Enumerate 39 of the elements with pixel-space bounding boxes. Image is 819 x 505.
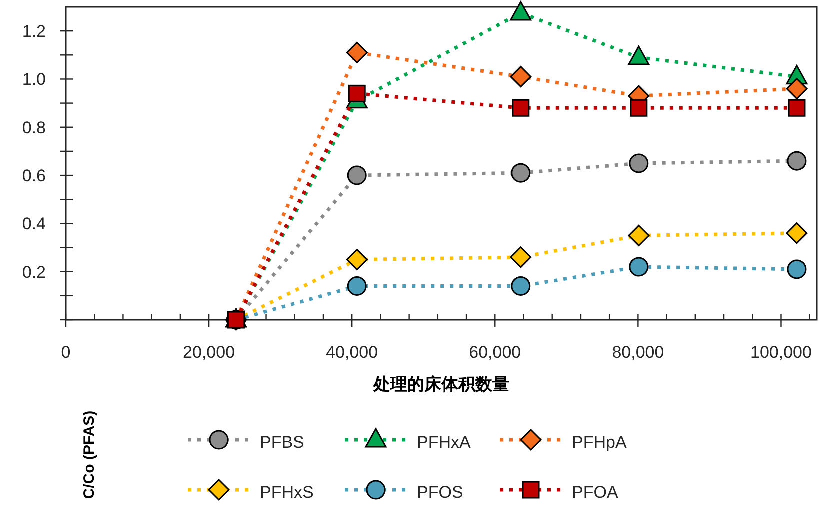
y-tick-label: 0.6 [22,166,46,186]
point [347,276,367,296]
x-tick-label: 80,000 [612,343,664,362]
legend-label: PFHpA [572,433,628,452]
y-axis-title: C/Co (PFAS) [81,410,98,500]
point [787,260,807,280]
legend-label: PFHxA [417,433,472,452]
x-tick-label: 40,000 [326,343,378,362]
point [346,42,368,64]
point [510,246,532,268]
point [628,224,650,246]
point [788,99,806,117]
point [511,276,531,296]
point [347,166,367,186]
y-tick-label: 1.0 [22,70,46,90]
point [786,222,808,244]
y-tick-label: 0.4 [22,214,46,234]
point [629,154,649,174]
x-tick-label: 60,000 [469,343,522,362]
point [348,84,366,102]
y-tick-label: 0.2 [22,262,46,282]
y-tick-label: 1.2 [22,22,46,42]
y-tick-label: 0.8 [22,118,46,138]
point [630,99,648,117]
point [512,99,530,117]
x-tick-label: 0 [61,343,71,362]
x-tick-label: 100,000 [750,343,812,362]
point [511,163,531,183]
legend-label: PFBS [260,433,304,452]
point [786,78,808,100]
point [629,257,649,277]
x-axis-title: 处理的床体积数量 [372,375,510,394]
legend-label: PFOS [417,483,464,502]
x-tick-label: 20,000 [183,343,236,362]
legend-label: PFHxS [260,483,314,502]
point [510,66,532,88]
point [787,151,807,171]
point [346,249,368,271]
legend-label: PFOA [572,483,619,502]
